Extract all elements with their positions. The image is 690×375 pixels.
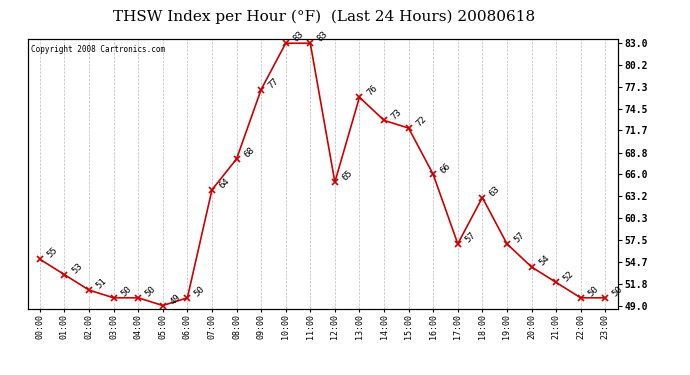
Text: 55: 55 (46, 246, 59, 260)
Text: 50: 50 (586, 285, 600, 298)
Text: 73: 73 (390, 107, 404, 121)
Text: 50: 50 (144, 285, 158, 298)
Text: 83: 83 (316, 30, 330, 44)
Text: THSW Index per Hour (°F)  (Last 24 Hours) 20080618: THSW Index per Hour (°F) (Last 24 Hours)… (113, 9, 535, 24)
Text: 66: 66 (439, 161, 453, 175)
Text: 50: 50 (119, 285, 133, 298)
Text: 57: 57 (513, 231, 526, 244)
Text: 57: 57 (463, 231, 477, 244)
Text: 49: 49 (168, 292, 182, 306)
Text: 76: 76 (365, 84, 379, 98)
Text: 51: 51 (95, 277, 108, 291)
Text: 53: 53 (70, 261, 84, 275)
Text: 77: 77 (266, 76, 281, 90)
Text: Copyright 2008 Cartronics.com: Copyright 2008 Cartronics.com (30, 45, 165, 54)
Text: 83: 83 (291, 30, 305, 44)
Text: 72: 72 (414, 115, 428, 129)
Text: 52: 52 (562, 269, 575, 283)
Text: 50: 50 (193, 285, 207, 298)
Text: 50: 50 (611, 285, 624, 298)
Text: 65: 65 (340, 169, 355, 183)
Text: 63: 63 (488, 184, 502, 198)
Text: 54: 54 (537, 254, 551, 267)
Text: 64: 64 (217, 177, 231, 190)
Text: 68: 68 (242, 146, 256, 159)
